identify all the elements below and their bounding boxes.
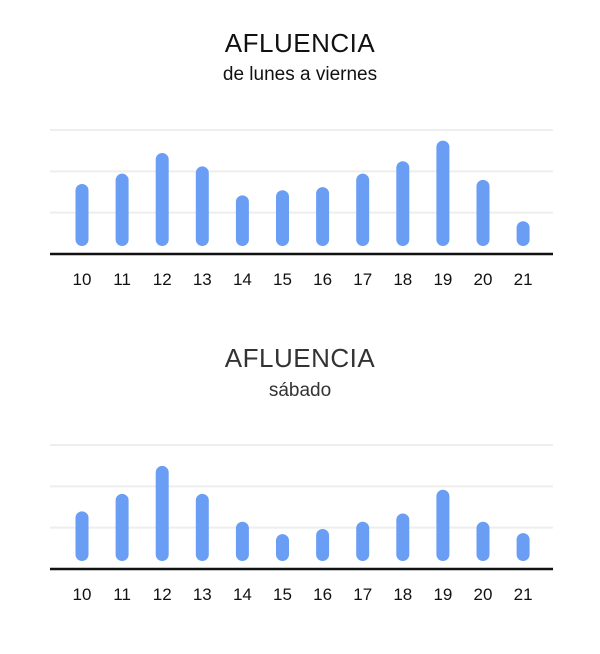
x-tick-label: 12 (153, 270, 172, 289)
chart-subtitle: sábado (268, 380, 332, 401)
bar-16 (316, 528, 330, 561)
bar-10 (75, 511, 89, 561)
bar-19 (436, 140, 450, 246)
bar-17 (356, 173, 370, 246)
x-tick-label: 15 (273, 585, 292, 604)
bar-14 (235, 521, 249, 561)
x-tick-label: 18 (393, 270, 412, 289)
bar-chart-weekdays: 10 11 12 13 14 15 16 17 18 19 20 21 (50, 129, 553, 289)
bar-13 (195, 166, 209, 246)
bar-14 (235, 195, 249, 246)
x-tick-label: 21 (514, 270, 533, 289)
bar-12 (155, 465, 169, 561)
x-tick-label: 13 (193, 585, 212, 604)
x-tick-label: 12 (153, 585, 172, 604)
bar-13 (195, 493, 209, 561)
x-tick-label: 15 (273, 270, 292, 289)
chart-saturday: AFLUENCIA sábado 10 11 12 13 14 15 16 17 18 19 20 2… (0, 327, 600, 654)
bar-15 (276, 190, 289, 246)
bar-21 (516, 221, 530, 246)
chart-title: AFLUENCIA (224, 28, 376, 58)
bar-11 (115, 173, 129, 246)
x-tick-label: 11 (113, 585, 131, 604)
bar-20 (476, 521, 490, 561)
x-tick-label: 19 (433, 270, 452, 289)
chart-title: AFLUENCIA (224, 343, 376, 373)
x-tick-label: 14 (233, 270, 252, 289)
bar-15 (276, 534, 289, 561)
x-tick-label: 20 (474, 270, 493, 289)
x-tick-label: 20 (474, 585, 493, 604)
x-tick-label: 14 (233, 585, 252, 604)
x-tick-label: 10 (73, 585, 92, 604)
x-tick-label: 13 (193, 270, 212, 289)
bar-chart-saturday: 10 11 12 13 14 15 16 17 18 19 20 21 (50, 444, 553, 604)
bar-18 (396, 161, 410, 246)
bar-16 (316, 187, 330, 246)
x-tick-label: 17 (353, 270, 372, 289)
chart-weekdays: AFLUENCIA de lunes a viernes 10 11 12 13 14 1… (50, 28, 553, 289)
x-tick-label: 16 (313, 585, 332, 604)
chart-subtitle: de lunes a viernes (222, 64, 378, 85)
x-tick-label: 19 (433, 585, 452, 604)
x-tick-label: 10 (73, 270, 92, 289)
x-tick-label: 11 (113, 270, 131, 289)
bar-20 (476, 179, 490, 246)
bar-11 (115, 493, 129, 561)
bar-10 (75, 184, 89, 246)
bar-19 (436, 489, 450, 561)
bar-18 (396, 513, 410, 561)
x-tick-label: 21 (514, 585, 533, 604)
bar-17 (356, 521, 370, 561)
x-tick-label: 17 (353, 585, 372, 604)
x-tick-label: 16 (313, 270, 332, 289)
bar-12 (155, 153, 169, 246)
bar-21 (516, 533, 530, 561)
x-tick-label: 18 (393, 585, 412, 604)
